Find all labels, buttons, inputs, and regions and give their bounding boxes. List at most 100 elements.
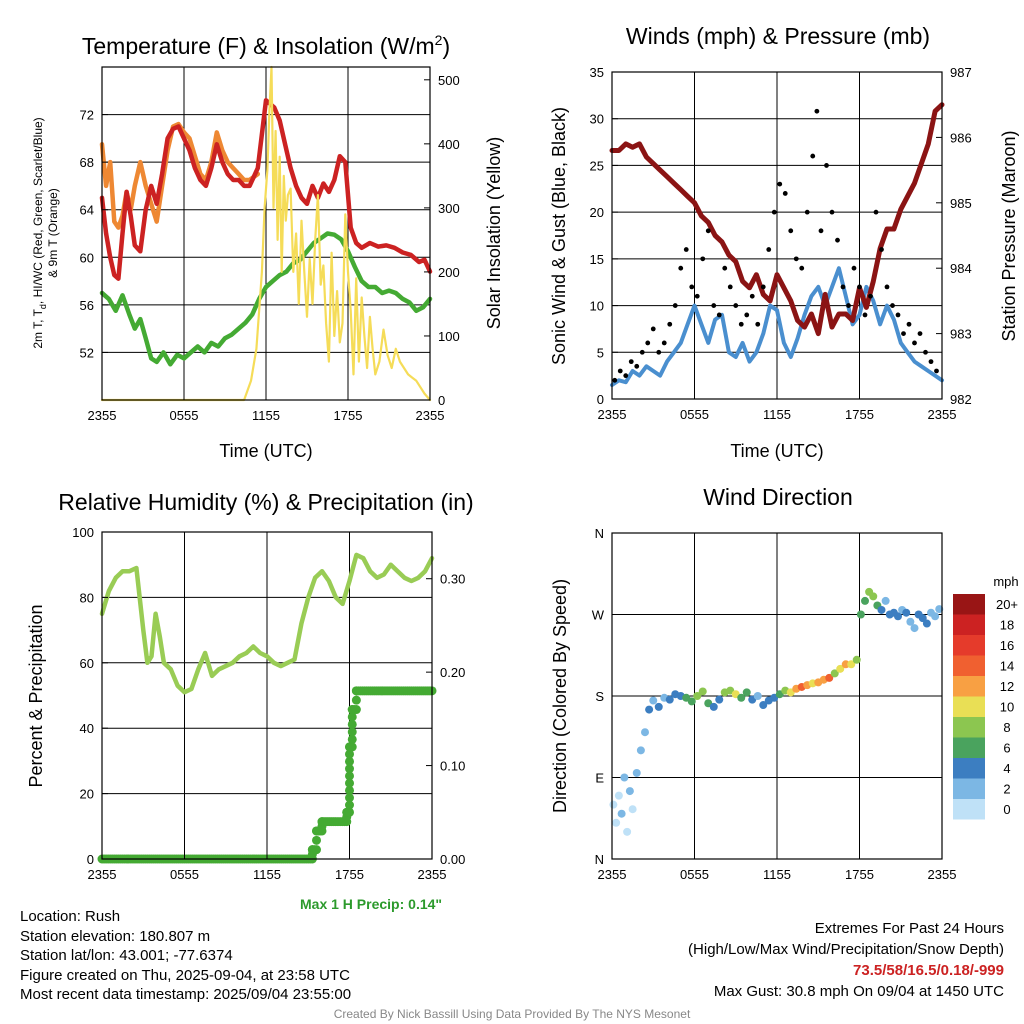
pressure-line <box>609 102 945 337</box>
gust-point <box>868 293 873 299</box>
dir-xtick-label: 1755 <box>845 867 874 882</box>
wind-ytick-label: 25 <box>590 158 604 173</box>
colorbar-label: 14 <box>1000 659 1014 674</box>
direction-point <box>620 773 629 782</box>
direction-point <box>906 617 915 626</box>
colorbar-label: 4 <box>1003 761 1010 776</box>
temp-xtick-label: 2355 <box>416 408 445 423</box>
rh-ytick-label: 0 <box>87 852 94 867</box>
wind-xtick-label: 2355 <box>928 407 957 422</box>
gust-point <box>683 247 689 252</box>
direction-point <box>645 705 654 714</box>
wind-panel: Winds (mph) & Pressure (mb) 2355 0555 1155… <box>549 23 1019 461</box>
precip-point <box>351 705 361 715</box>
dir-series <box>609 587 944 836</box>
colorbar-swatch <box>953 717 985 738</box>
gust-point <box>656 349 662 355</box>
wind-ytick-label: 5 <box>597 345 604 360</box>
gust-point <box>744 312 750 318</box>
station-info: Location: Rush Station elevation: 180.80… <box>20 907 351 1005</box>
direction-point <box>753 692 762 700</box>
colorbar-swatch <box>953 635 985 656</box>
temp-ytick-label: 60 <box>80 250 94 265</box>
gust-point <box>623 373 629 379</box>
info-recent: Most recent data timestamp: 2025/09/04 2… <box>20 986 352 1003</box>
direction-point <box>918 614 927 623</box>
wind-y2tick-label: 984 <box>950 261 972 276</box>
direction-point <box>628 805 637 814</box>
gust-point <box>694 293 700 299</box>
gust-point <box>901 331 906 336</box>
wind-ytick-label: 20 <box>590 205 604 220</box>
gust-point <box>617 368 623 374</box>
rh-y2tick-label: 0.00 <box>440 852 465 867</box>
rh-title: Relative Humidity (%) & Precipitation (i… <box>58 489 473 515</box>
extremes-block: Extremes For Past 24 Hours (High/Low/Max… <box>688 918 1004 1002</box>
direction-point <box>698 687 707 696</box>
wind-y2tick-label: 985 <box>950 196 972 211</box>
dir-ytick-label: N <box>595 852 604 867</box>
precip-point <box>345 807 354 817</box>
gust-point <box>771 209 777 215</box>
precip-point <box>351 695 361 705</box>
precip-point <box>345 771 354 781</box>
gust-point <box>733 303 739 308</box>
gust-point <box>661 340 667 346</box>
gust-point <box>879 247 884 252</box>
dir-xtick-label: 0555 <box>680 867 709 882</box>
rh-ytick-label: 100 <box>72 525 94 540</box>
wind-ytick-label: 15 <box>590 252 604 267</box>
direction-point <box>625 787 634 796</box>
colorbar-label: 16 <box>1000 638 1014 653</box>
precip-point <box>345 785 354 795</box>
rh-y2tick-label: 0.10 <box>440 759 465 774</box>
gust-point <box>814 108 820 114</box>
gust-point <box>667 321 673 327</box>
gust-point <box>804 209 810 215</box>
precip-point <box>345 756 354 766</box>
direction-point <box>931 612 940 621</box>
direction-point <box>877 605 886 614</box>
rh-y2tick-label: 0.20 <box>440 665 465 680</box>
gust-point <box>824 163 829 168</box>
direction-point <box>881 596 890 605</box>
gust-point <box>793 256 799 262</box>
dir-panel: Wind Direction 2355 0555 1155 1755 2355NESWN… <box>550 484 1019 882</box>
colorbar: 20+ 18 16 14 12 10 8 6 4 2 0 <box>953 594 1018 820</box>
gust-point <box>890 303 895 308</box>
direction-point <box>825 673 834 682</box>
temp-xtick-label: 0555 <box>170 408 199 423</box>
temp-y2tick-label: 200 <box>438 265 460 280</box>
gust-point <box>928 359 934 365</box>
gust-point <box>906 321 912 327</box>
gust-point <box>689 284 695 290</box>
precip-point <box>345 778 354 788</box>
extremes-gust: Max Gust: 30.8 mph On 09/04 at 1450 UTC <box>713 983 1004 1000</box>
rh-xtick-label: 1155 <box>253 867 281 882</box>
direction-point <box>841 660 850 669</box>
gust-point <box>782 191 788 196</box>
direction-point <box>759 701 768 710</box>
precip-point <box>345 800 354 810</box>
gust-point <box>851 265 857 271</box>
precip-point <box>347 712 357 722</box>
rh-ytick-label: 80 <box>80 590 94 605</box>
temp-ytick-label: 52 <box>80 345 94 360</box>
info-created: Figure created on Thu, 2025-09-04, at 23… <box>20 966 350 984</box>
gust-point <box>810 153 816 159</box>
direction-point <box>654 702 663 711</box>
rh-grid <box>102 532 432 859</box>
info-elevation: Station elevation: 180.807 m <box>20 927 211 945</box>
gust-point <box>818 228 824 234</box>
wind-grid <box>612 72 942 399</box>
gust-point <box>884 284 890 290</box>
temp-panel: Temperature (F) & Insolation (W/m2) 2355… <box>31 32 504 461</box>
rh-y2tick-label: 0.30 <box>440 572 465 587</box>
direction-point <box>649 696 658 705</box>
gust-point <box>895 312 901 318</box>
dir-ylabel: Direction (Colored By Speed) <box>550 579 570 813</box>
wind-y2tick-label: 986 <box>950 130 972 145</box>
gust-point <box>857 284 862 290</box>
wind-series <box>609 102 945 387</box>
